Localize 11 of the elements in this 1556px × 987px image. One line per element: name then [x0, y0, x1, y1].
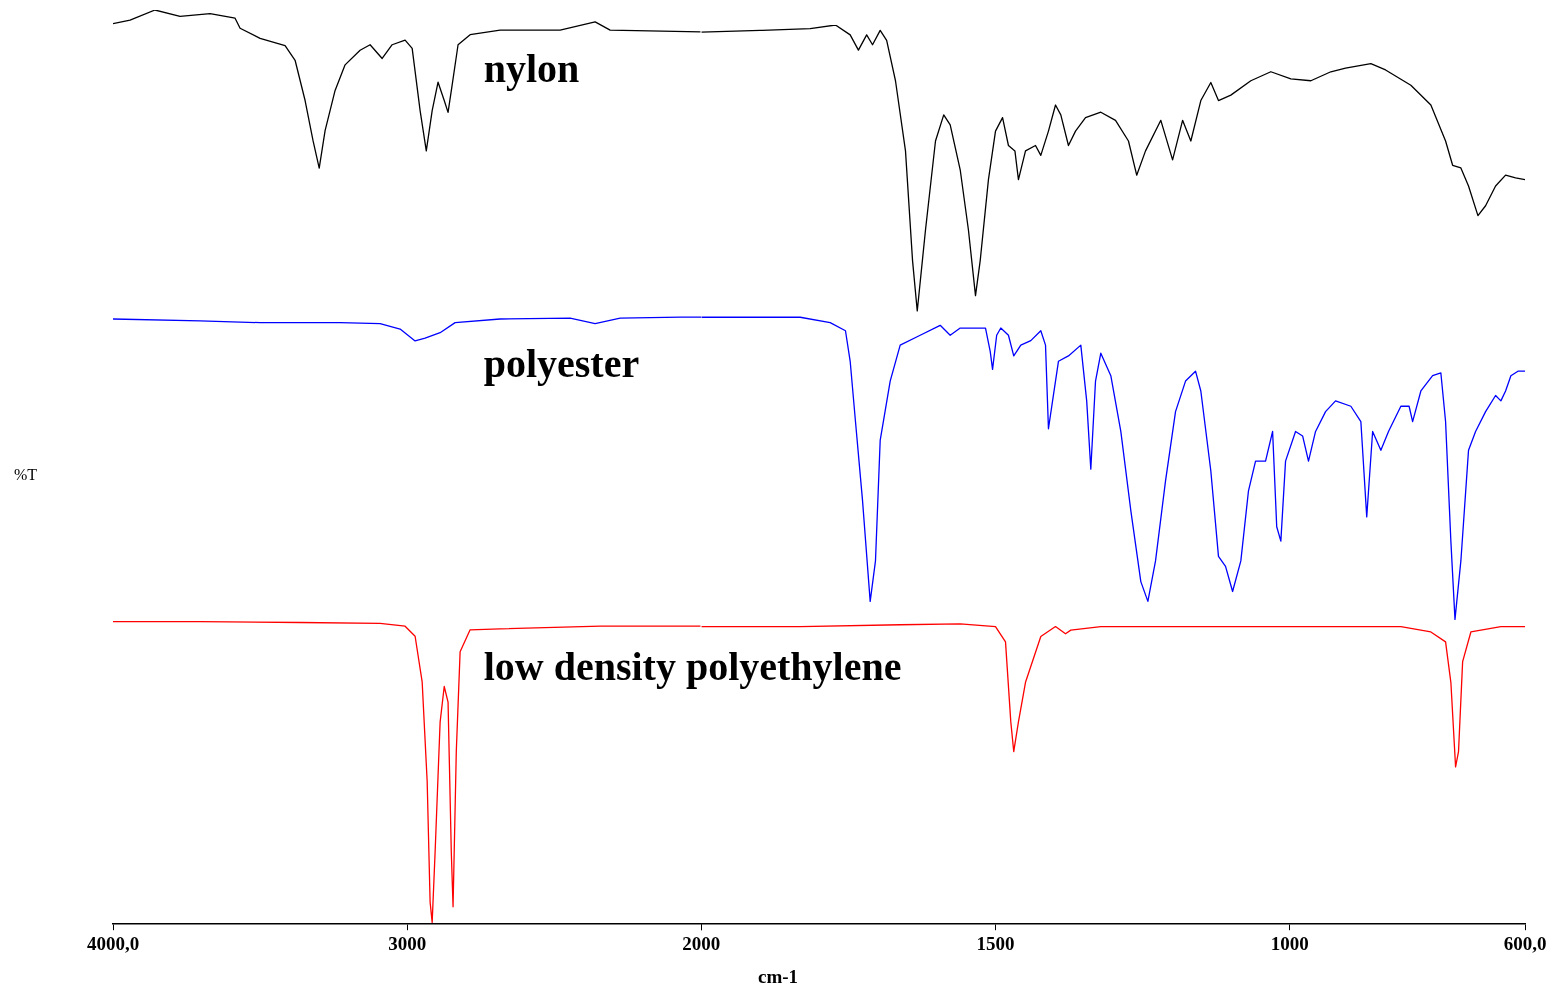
x-tick-label: 1500: [976, 932, 1015, 954]
x-tick-label: 2000: [682, 932, 721, 954]
series-label: low density polyethylene: [483, 643, 902, 689]
x-axis-title: cm-1: [756, 966, 800, 987]
x-tick-label: 3000: [388, 932, 427, 954]
series-label: polyester: [483, 341, 640, 387]
y-axis-title: %T: [14, 466, 38, 484]
series-label: nylon: [483, 46, 580, 92]
x-tick-label: 1000: [1270, 932, 1309, 954]
x-tick-label: 600,0: [1503, 932, 1547, 954]
x-tick-label: 4000,0: [86, 932, 140, 954]
